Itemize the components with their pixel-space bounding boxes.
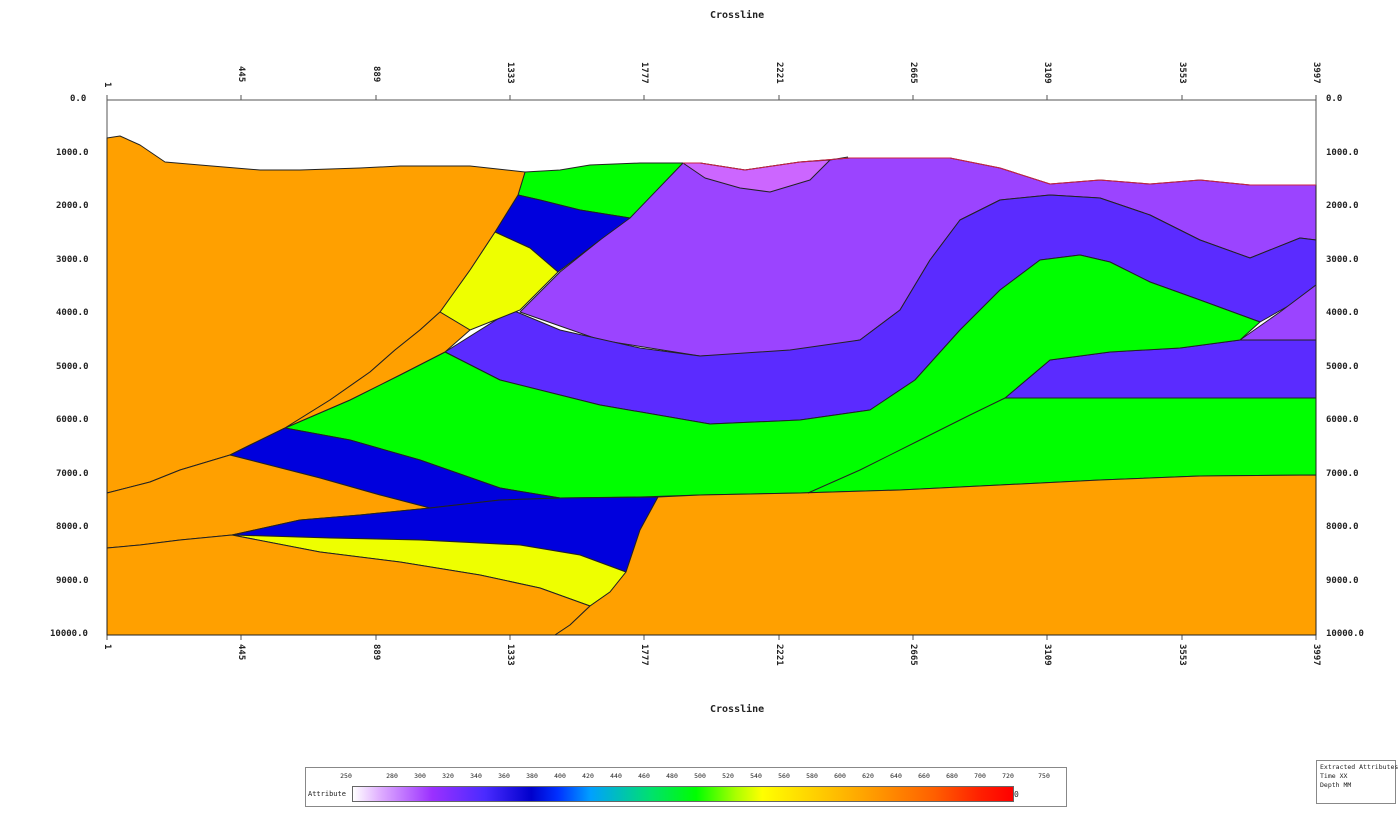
left-depth-tick: 10000.0 (50, 629, 88, 639)
left-depth-tick: 8000.0 (56, 522, 89, 532)
colorbar-tick: 460 (638, 772, 650, 780)
right-depth-tick: 4000.0 (1326, 308, 1359, 318)
colorbar-tick: 440 (610, 772, 622, 780)
colorbar-tick: 300 (414, 772, 426, 780)
left-depth-tick: 3000.0 (56, 255, 89, 265)
orange-bottom-right (554, 474, 1317, 636)
colorbar-tick: 580 (806, 772, 818, 780)
left-depth-tick: 9000.0 (56, 576, 89, 586)
right-depth-tick: 10000.0 (1326, 629, 1364, 639)
left-depth-tick: 6000.0 (56, 415, 89, 425)
right-depth-tick: 0.0 (1326, 94, 1343, 104)
colorbar-tick: 750 (1038, 772, 1050, 780)
colorbar-tick: 500 (694, 772, 706, 780)
colorbar-label: Attribute (308, 790, 346, 798)
colorbar-tick: 320 (442, 772, 454, 780)
colorbar-end-label: 0 (1014, 790, 1019, 799)
colorbar-tick: 400 (554, 772, 566, 780)
info-line: Time XX (1320, 772, 1348, 780)
colorbar-tick: 700 (974, 772, 986, 780)
left-depth-tick: 2000.0 (56, 201, 89, 211)
topographic-surface (683, 157, 1316, 186)
right-depth-tick: 6000.0 (1326, 415, 1359, 425)
colorbar-tick: 680 (946, 772, 958, 780)
colorbar-tick: 540 (750, 772, 762, 780)
colorbar-tick: 560 (778, 772, 790, 780)
colorbar-tick: 360 (498, 772, 510, 780)
left-depth-tick: 1000.0 (56, 148, 89, 158)
colorbar-tick: 600 (834, 772, 846, 780)
right-depth-tick: 8000.0 (1326, 522, 1359, 532)
colorbar-tick: 250 (340, 772, 352, 780)
purple-right-wedge (1239, 284, 1317, 341)
left-depth-tick: 4000.0 (56, 308, 89, 318)
colorbar-tick: 640 (890, 772, 902, 780)
colorbar-tick: 720 (1002, 772, 1014, 780)
colorbar-legend: 250 280 300 320 340 360 380 400 420 440 … (305, 767, 1067, 807)
right-depth-tick: 5000.0 (1326, 362, 1359, 372)
axis-tick-marks (106, 95, 1317, 640)
bottom-axis-title: Crossline (710, 704, 765, 715)
right-depth-tick: 1000.0 (1326, 148, 1359, 158)
colorbar-tick: 420 (582, 772, 594, 780)
right-depth-tick: 7000.0 (1326, 469, 1359, 479)
colorbar-tick: 480 (666, 772, 678, 780)
info-line: Extracted Attributes (1320, 763, 1399, 771)
colorbar-tick: 340 (470, 772, 482, 780)
left-depth-tick: 7000.0 (56, 469, 89, 479)
info-line: Depth MM (1320, 781, 1352, 789)
info-box: Extracted Attributes Time XX Depth MM (1316, 760, 1399, 804)
right-depth-tick: 3000.0 (1326, 255, 1359, 265)
colorbar-tick: 380 (526, 772, 538, 780)
colorbar-ramp (352, 786, 1014, 802)
colorbar-tick: 520 (722, 772, 734, 780)
colorbar-tick: 660 (918, 772, 930, 780)
colorbar-tick: 280 (386, 772, 398, 780)
right-depth-tick: 9000.0 (1326, 576, 1359, 586)
top-axis-title: Crossline (710, 10, 765, 21)
right-depth-tick: 2000.0 (1326, 201, 1359, 211)
left-depth-tick: 0.0 (70, 94, 87, 104)
left-depth-tick: 5000.0 (56, 362, 89, 372)
colorbar-tick: 620 (862, 772, 874, 780)
